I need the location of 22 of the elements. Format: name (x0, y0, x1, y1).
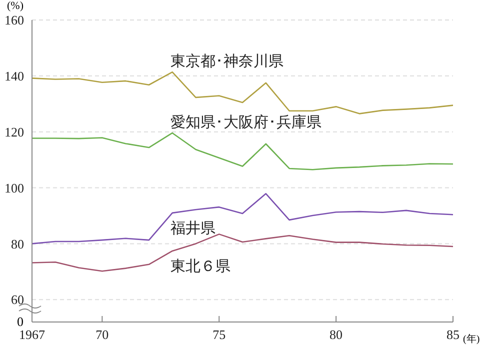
y-tick-label: 80 (11, 236, 24, 252)
y-tick-label: 60 (11, 292, 24, 308)
y-axis-title: (%) (7, 0, 24, 12)
x-tick-label: 75 (212, 327, 226, 342)
line-series (32, 234, 453, 272)
line-series (32, 193, 453, 244)
x-tick-label: 70 (96, 327, 109, 342)
y-tick-label: 100 (4, 180, 24, 196)
series-label: 愛知県･大阪府･兵庫県 (170, 114, 322, 131)
series-label: 東京都･神奈川県 (170, 53, 284, 70)
x-tick-label: 1967 (19, 327, 46, 342)
x-tick-label: 85 (446, 327, 460, 342)
y-tick-label: 160 (4, 12, 24, 28)
text: 0 (17, 314, 24, 330)
line-series (32, 71, 453, 114)
series-label: 福井県 (170, 220, 216, 237)
x-tick-label: 80 (330, 327, 343, 342)
series-label: 東北６県 (170, 258, 230, 275)
line-series (32, 132, 453, 170)
y-tick-label: 140 (4, 68, 24, 84)
y-tick-label: 120 (4, 124, 24, 140)
x-axis-title: (年) (463, 333, 480, 346)
